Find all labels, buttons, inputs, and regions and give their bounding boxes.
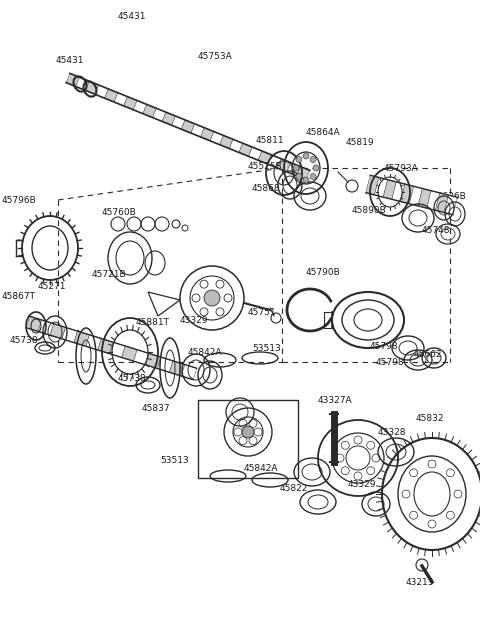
Polygon shape (76, 77, 89, 91)
Text: 45867T: 45867T (2, 292, 36, 301)
Text: 45890B: 45890B (352, 206, 387, 215)
Circle shape (310, 173, 316, 180)
Polygon shape (110, 342, 125, 358)
Text: 45753A: 45753A (198, 52, 233, 61)
Polygon shape (169, 361, 185, 376)
Polygon shape (74, 331, 89, 346)
Circle shape (204, 290, 220, 306)
Polygon shape (444, 195, 457, 214)
Text: 45796B: 45796B (2, 196, 37, 205)
Polygon shape (435, 193, 448, 213)
Polygon shape (258, 151, 272, 164)
Polygon shape (172, 116, 185, 129)
Polygon shape (210, 132, 224, 144)
Circle shape (313, 165, 319, 171)
Circle shape (303, 177, 309, 183)
Polygon shape (427, 191, 440, 211)
Polygon shape (249, 147, 262, 160)
Polygon shape (392, 182, 405, 202)
Polygon shape (366, 175, 379, 195)
Text: 45811: 45811 (256, 136, 285, 145)
Polygon shape (62, 327, 77, 343)
Text: 45636B: 45636B (432, 192, 467, 201)
Polygon shape (297, 166, 310, 180)
Polygon shape (114, 92, 128, 106)
Text: 43328: 43328 (378, 428, 407, 437)
Polygon shape (133, 350, 149, 365)
Text: 45793A: 45793A (384, 164, 419, 173)
Polygon shape (105, 89, 118, 102)
Text: 45842A: 45842A (244, 464, 278, 473)
Text: 45431: 45431 (56, 56, 84, 65)
Text: 45881T: 45881T (136, 318, 170, 327)
Polygon shape (95, 85, 108, 98)
Polygon shape (201, 128, 214, 141)
Text: 43327A: 43327A (318, 396, 353, 405)
Text: 45868: 45868 (252, 184, 281, 193)
Circle shape (293, 165, 299, 171)
Text: 45738: 45738 (118, 374, 146, 383)
Polygon shape (239, 143, 252, 157)
Text: 45837: 45837 (142, 404, 170, 413)
Polygon shape (220, 135, 233, 148)
Polygon shape (66, 73, 80, 87)
Text: 45431: 45431 (118, 12, 146, 21)
Text: 43329: 43329 (348, 480, 376, 489)
Text: 53513: 53513 (160, 456, 189, 465)
Polygon shape (374, 177, 388, 197)
Polygon shape (143, 105, 156, 117)
Circle shape (303, 153, 309, 159)
Text: 45819: 45819 (346, 138, 374, 147)
Text: 45525B: 45525B (248, 162, 283, 171)
Text: 45798: 45798 (370, 342, 398, 351)
Text: 45760B: 45760B (102, 208, 137, 217)
Polygon shape (181, 365, 197, 379)
Polygon shape (50, 324, 66, 339)
Text: 45271: 45271 (38, 282, 67, 291)
Polygon shape (98, 338, 113, 354)
Text: 45748: 45748 (422, 226, 451, 235)
Polygon shape (38, 320, 54, 335)
Circle shape (296, 173, 302, 180)
Text: 45738: 45738 (10, 336, 38, 345)
Polygon shape (287, 162, 300, 176)
Polygon shape (191, 124, 204, 137)
Text: 45822: 45822 (280, 484, 308, 493)
Circle shape (310, 157, 316, 162)
Polygon shape (418, 189, 431, 208)
Polygon shape (124, 97, 137, 110)
Text: 45842A: 45842A (188, 348, 223, 357)
Polygon shape (229, 139, 243, 153)
Text: 45798: 45798 (376, 358, 405, 367)
Polygon shape (277, 159, 291, 172)
Polygon shape (268, 155, 281, 168)
Circle shape (296, 157, 302, 162)
Polygon shape (85, 81, 99, 94)
Polygon shape (162, 112, 176, 125)
Text: 45832: 45832 (416, 414, 444, 423)
Text: 45751: 45751 (248, 308, 276, 317)
Text: 43329: 43329 (180, 316, 208, 325)
Polygon shape (409, 186, 422, 206)
Text: 45721B: 45721B (92, 270, 127, 279)
Polygon shape (26, 317, 42, 331)
Circle shape (242, 426, 254, 438)
Text: 45722A: 45722A (48, 330, 83, 339)
Polygon shape (157, 357, 173, 372)
Polygon shape (121, 346, 137, 361)
Text: 45864A: 45864A (306, 128, 341, 137)
Polygon shape (181, 120, 195, 133)
Polygon shape (383, 180, 396, 199)
Text: 53513: 53513 (252, 344, 281, 353)
Text: 45790B: 45790B (306, 268, 341, 277)
Polygon shape (133, 101, 147, 114)
Polygon shape (153, 108, 166, 121)
Polygon shape (145, 353, 161, 369)
Text: 45662: 45662 (414, 350, 443, 359)
Polygon shape (86, 335, 101, 350)
Bar (198, 400, 298, 478)
Polygon shape (401, 184, 414, 204)
Text: 43213: 43213 (406, 578, 434, 587)
